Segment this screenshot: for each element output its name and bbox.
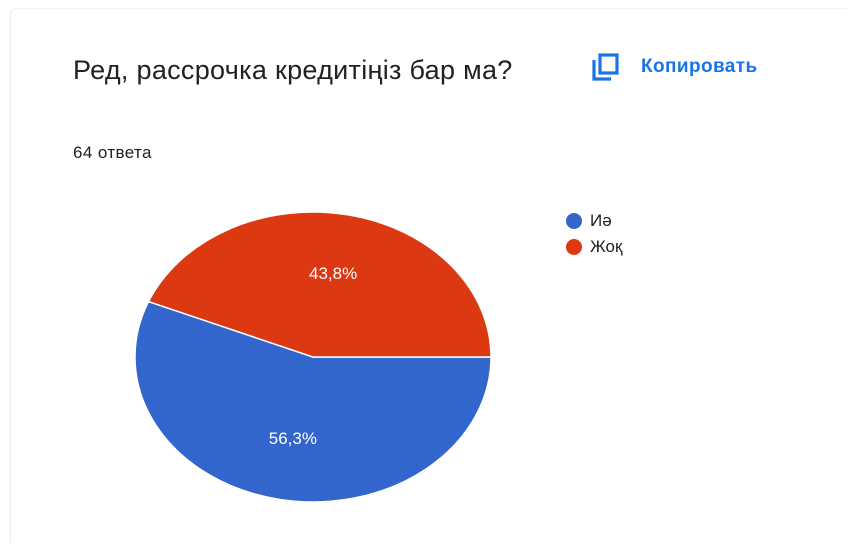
slice-data-label: 56,3% [269,429,317,448]
legend-swatch [566,213,582,229]
pie-slice-2[interactable] [147,211,492,358]
legend-label: Жоқ [590,237,623,256]
copy-label: Копировать [641,56,758,77]
legend-label: Иә [590,211,612,230]
legend-item[interactable]: Иә [566,208,622,234]
legend-swatch [566,239,582,255]
legend-item[interactable]: Жоқ [566,234,622,260]
response-count: 64 ответа [73,143,152,162]
question-title: Ред, рассрочка кредитіңіз бар ма? [73,55,513,85]
pie-slice-1[interactable] [134,300,492,503]
copy-icon [591,52,621,82]
copy-button[interactable]: Копировать [591,45,758,89]
slice-data-label: 43,8% [309,264,357,283]
chart-legend: Иә Жоқ [566,208,622,260]
